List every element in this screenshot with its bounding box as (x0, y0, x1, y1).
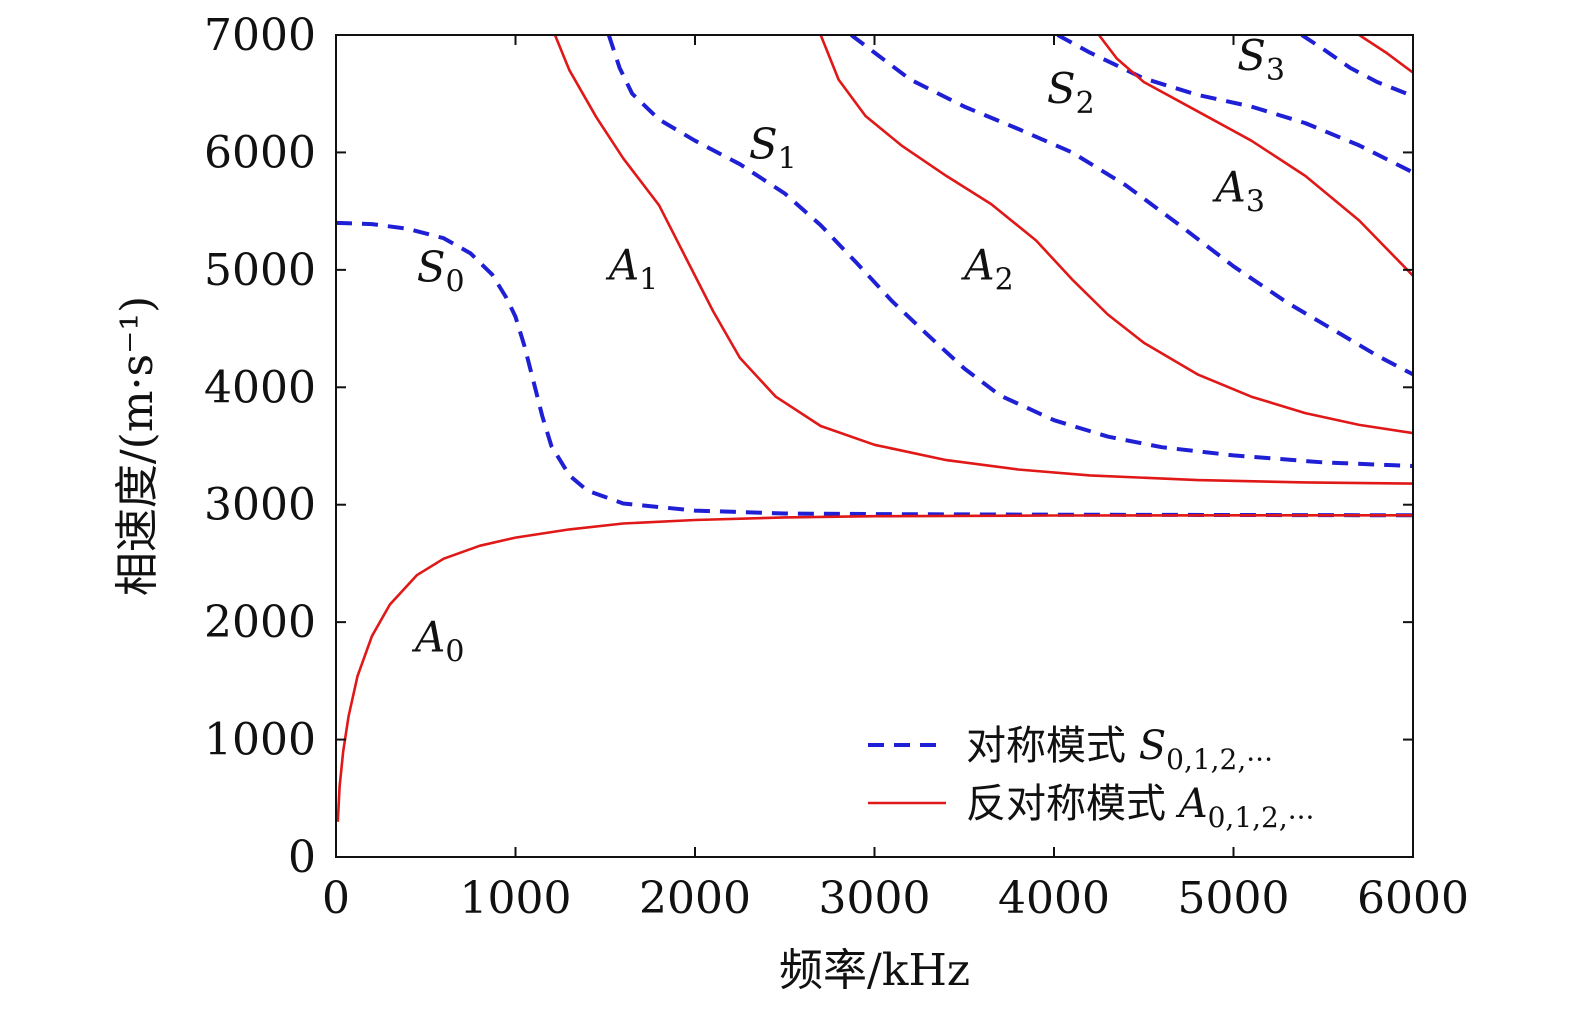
y-tick-label: 0 (288, 832, 316, 883)
x-tick-label: 2000 (639, 873, 751, 924)
mode-label-a1: A1 (605, 240, 658, 297)
x-tick-label: 3000 (819, 873, 931, 924)
dispersion-curves (336, 35, 1413, 822)
curve-a4 (1358, 35, 1413, 74)
curve-a0 (336, 514, 1413, 822)
mode-label-a3: A3 (1212, 163, 1265, 220)
curve-s1 (606, 35, 1413, 468)
curve-a1 (553, 35, 1413, 485)
y-tick-label: 4000 (204, 362, 316, 413)
y-tick-label: 7000 (204, 10, 316, 61)
legend-label-symmetric: 对称模式 S0,1,2,··· (966, 723, 1273, 776)
y-axis-label: 相速度/(m·s⁻¹) (112, 296, 163, 596)
curve-a3 (1097, 35, 1413, 277)
legend-label-antisymmetric: 反对称模式 A0,1,2,··· (966, 781, 1314, 834)
curve-s4 (1300, 35, 1413, 98)
y-tick-label: 1000 (204, 715, 316, 766)
y-tick-label: 6000 (204, 127, 316, 178)
curve-a2 (819, 35, 1413, 435)
y-tick-label: 3000 (204, 480, 316, 531)
mode-label-a0: A0 (411, 613, 464, 670)
curve-s2 (849, 35, 1413, 377)
curve-s3 (1056, 35, 1413, 175)
x-axis-label: 频率/kHz (779, 945, 970, 996)
x-tick-label: 4000 (998, 873, 1110, 924)
mode-label-s1: S1 (749, 119, 797, 176)
x-tick-label: 1000 (460, 873, 572, 924)
y-tick-label: 5000 (204, 245, 316, 296)
mode-label-s2: S2 (1047, 64, 1095, 121)
x-tick-label: 0 (322, 873, 350, 924)
y-tick-label: 2000 (204, 597, 316, 648)
mode-label-s0: S0 (417, 243, 465, 300)
legend: 对称模式 S0,1,2,···反对称模式 A0,1,2,··· (868, 723, 1314, 834)
mode-label-a2: A2 (960, 240, 1013, 297)
mode-label-s3: S3 (1237, 31, 1285, 88)
x-axis-ticks: 0 1000 2000 3000 4000 5000 6000 (322, 35, 1469, 924)
curve-s0 (336, 220, 1413, 518)
x-tick-label: 5000 (1178, 873, 1290, 924)
x-tick-label: 6000 (1357, 873, 1469, 924)
y-axis-ticks: 0 1000 2000 3000 4000 5000 6000 7000 (204, 10, 1413, 883)
mode-labels: S0 S1 S2 S3 A0 A1 A2 A3 (411, 31, 1285, 669)
